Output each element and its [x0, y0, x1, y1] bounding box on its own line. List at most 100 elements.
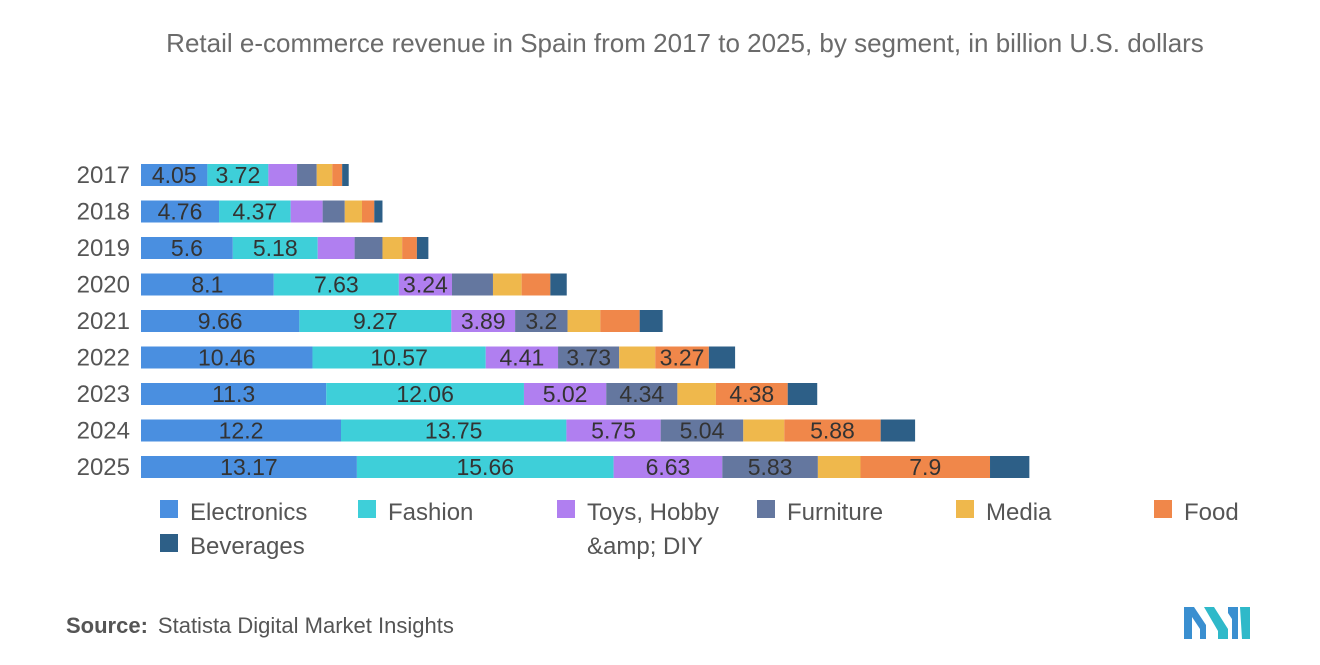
bar-segment [141, 273, 274, 296]
bar-segment [521, 273, 551, 296]
legend-item: Electronics [160, 496, 340, 530]
data-label: 4.41 [500, 345, 545, 371]
bar-segment [639, 310, 663, 332]
bar-segment [299, 310, 452, 332]
bar-segment [523, 383, 607, 405]
data-label: 3.72 [216, 162, 261, 188]
bar-segment [141, 456, 357, 478]
bar-segment [326, 383, 524, 405]
bar-segment [860, 456, 991, 478]
bar-segment [485, 346, 559, 369]
bar-segment [606, 383, 678, 405]
y-tick-label: 2019 [77, 235, 130, 262]
data-label: 11.3 [212, 381, 255, 407]
bar-segment [722, 456, 818, 478]
data-label: 13.75 [425, 418, 483, 444]
data-label: 4.76 [158, 199, 203, 225]
y-tick-label: 2025 [77, 454, 130, 481]
bar-segment [297, 164, 317, 186]
source-note: Source: Statista Digital Market Insights [66, 613, 454, 639]
legend-swatch [956, 500, 974, 518]
data-label: 9.27 [353, 308, 398, 334]
legend-item: Fashion [358, 496, 538, 530]
bar-segment [817, 456, 861, 478]
bar-segment [141, 200, 220, 223]
bar-segment [316, 164, 333, 186]
bar-segment [354, 237, 383, 259]
bar-segment [268, 164, 298, 186]
legend-swatch [160, 534, 178, 552]
bar-segment [784, 419, 881, 442]
bar-segment [402, 237, 417, 259]
bar-segment [382, 237, 403, 259]
data-label: 12.06 [396, 381, 454, 407]
y-tick-label: 2020 [77, 272, 130, 299]
bar-segment [342, 164, 349, 186]
bar-segment [141, 310, 300, 332]
legend-item: Furniture [757, 496, 937, 530]
bar-segment [515, 310, 568, 332]
data-label: 5.18 [253, 235, 298, 261]
bar-segment [141, 237, 233, 259]
bar-segment [332, 164, 343, 186]
bar-segment [880, 419, 916, 442]
y-tick-label: 2024 [77, 418, 130, 445]
legend-item: Food [1154, 496, 1320, 530]
bar-segment [141, 383, 327, 405]
data-label: 3.2 [525, 308, 557, 334]
legend-swatch [1154, 500, 1172, 518]
bar-segment [550, 273, 567, 296]
bar-segment [451, 310, 516, 332]
bar-segment [787, 383, 818, 405]
bar-segment [374, 200, 383, 223]
legend-label: Furniture [787, 499, 884, 526]
source-label: Source: [66, 613, 148, 638]
bar-segment [619, 346, 656, 369]
bar-segment [361, 200, 375, 223]
bar-segment [715, 383, 788, 405]
data-label: 5.02 [543, 381, 588, 407]
data-label: 5.83 [748, 454, 793, 480]
bar-segment [290, 200, 323, 223]
y-tick-label: 2023 [77, 381, 130, 408]
data-label: 10.46 [198, 345, 256, 371]
legend-label: Fashion [388, 499, 474, 526]
bar-segment [312, 346, 486, 369]
bar-segment [416, 237, 429, 259]
bar-segment [567, 310, 601, 332]
bar-segment [317, 237, 355, 259]
bar-segment [708, 346, 736, 369]
legend-label: Beverages [190, 533, 305, 560]
data-label: 5.88 [810, 418, 855, 444]
bar-segment [743, 419, 785, 442]
legend-swatch [358, 500, 376, 518]
legend-item: Beverages [160, 530, 340, 564]
data-label: 3.24 [403, 272, 448, 298]
data-label: 9.66 [198, 308, 243, 334]
data-label: 5.04 [680, 418, 725, 444]
y-tick-label: 2021 [77, 308, 130, 335]
mordor-intelligence-logo-icon [1184, 607, 1250, 639]
bar-segment [451, 273, 493, 296]
bar-segment [322, 200, 345, 223]
bar-segment [141, 346, 313, 369]
bar-segment [613, 456, 723, 478]
data-label: 3.27 [660, 345, 705, 371]
data-label: 6.63 [646, 454, 691, 480]
bar-segment [141, 419, 341, 442]
data-label: 4.38 [729, 381, 774, 407]
y-tick-label: 2022 [77, 345, 130, 372]
data-label: 8.1 [191, 272, 223, 298]
data-label: 15.66 [456, 454, 514, 480]
bar-segment [600, 310, 640, 332]
legend-swatch [757, 500, 775, 518]
y-tick-label: 2018 [77, 199, 130, 226]
data-label: 7.63 [314, 272, 359, 298]
bar-segment [566, 419, 661, 442]
legend-label: Toys, Hobby &amp; DIY [587, 499, 720, 560]
data-label: 7.9 [909, 454, 941, 480]
bar-segment [558, 346, 620, 369]
data-label: 13.17 [220, 454, 278, 480]
source-text: Statista Digital Market Insights [157, 613, 454, 638]
